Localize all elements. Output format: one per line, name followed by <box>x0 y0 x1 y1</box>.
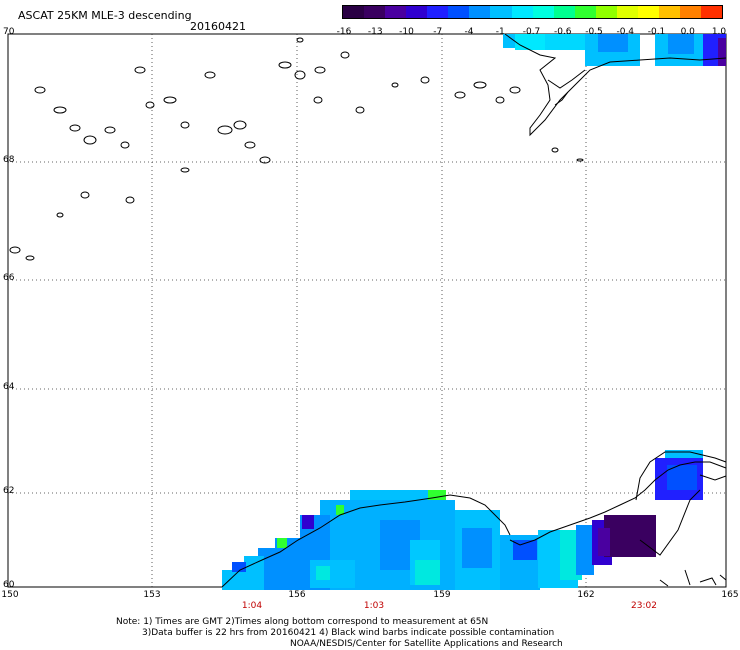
colorbar-swatch <box>448 6 470 18</box>
colorbar-tick-label: -0.5 <box>585 27 603 37</box>
colorbar-swatch <box>616 6 638 18</box>
lon-label-156: 156 <box>288 590 306 600</box>
colorbar-swatch <box>701 6 723 18</box>
lat-label-68: 68 <box>3 155 15 165</box>
colorbar-swatch <box>385 6 407 18</box>
colorbar-swatch <box>469 6 491 18</box>
colorbar-tick-label: -0.6 <box>553 27 572 37</box>
lon-label-153: 153 <box>143 590 161 600</box>
colorbar-swatch <box>595 6 617 18</box>
note-line-1: Note: 1) Times are GMT 2)Times along bot… <box>116 617 489 627</box>
lon-label-165: 165 <box>721 590 739 600</box>
islands <box>9 37 584 261</box>
colorbar-swatch <box>511 6 533 18</box>
colorbar-swatch <box>490 6 512 18</box>
time-label-1: 1:04 <box>241 601 263 611</box>
time-label-2: 1:03 <box>363 601 385 611</box>
colorbar-swatch <box>364 6 386 18</box>
lon-label-150: 150 <box>1 590 19 600</box>
colorbar-tick-label: -1 <box>495 27 505 37</box>
colorbar-swatch <box>532 6 554 18</box>
time-label-3: 23:02 <box>631 601 657 611</box>
lat-label-66: 66 <box>3 273 15 283</box>
lat-label-60: 60 <box>3 580 15 590</box>
colorbar-tick-label: -13 <box>367 27 383 37</box>
map-date: 20160421 <box>190 20 246 33</box>
lon-label-159: 159 <box>433 590 451 600</box>
coastline <box>221 33 727 588</box>
colorbar-tick-label: -0.1 <box>647 27 666 37</box>
lat-label-62: 62 <box>3 486 15 496</box>
colorbar-swatch <box>343 6 365 18</box>
colorbar-tick-label: 1.0 <box>711 27 727 37</box>
note-line-2: 3)Data buffer is 22 hrs from 20160421 4)… <box>142 628 555 638</box>
colorbar-swatch <box>658 6 680 18</box>
colorbar-tick-label: -7 <box>433 27 443 37</box>
colorbar-swatch <box>637 6 659 18</box>
colorbar-tick-label: 0.0 <box>680 27 695 37</box>
colorbar-swatch <box>406 6 428 18</box>
colorbar <box>342 5 723 19</box>
colorbar-swatch <box>680 6 702 18</box>
map-title: ASCAT 25KM MLE-3 descending <box>18 9 192 22</box>
note-line-3: NOAA/NESDIS/Center for Satellite Applica… <box>290 639 563 649</box>
lat-label-70: 70 <box>3 27 15 37</box>
colorbar-tick-label: -10 <box>399 27 414 37</box>
lat-label-64: 64 <box>3 382 15 392</box>
colorbar-swatch <box>553 6 575 18</box>
data-swath-south <box>222 490 656 590</box>
colorbar-tick-label: -0.7 <box>522 27 541 37</box>
colorbar-swatch <box>574 6 596 18</box>
lon-label-162: 162 <box>577 590 595 600</box>
colorbar-tick-label: -16 <box>336 27 352 37</box>
colorbar-tick-label: -0.4 <box>616 27 635 37</box>
colorbar-swatch <box>427 6 449 18</box>
colorbar-tick-label: -4 <box>464 27 474 37</box>
